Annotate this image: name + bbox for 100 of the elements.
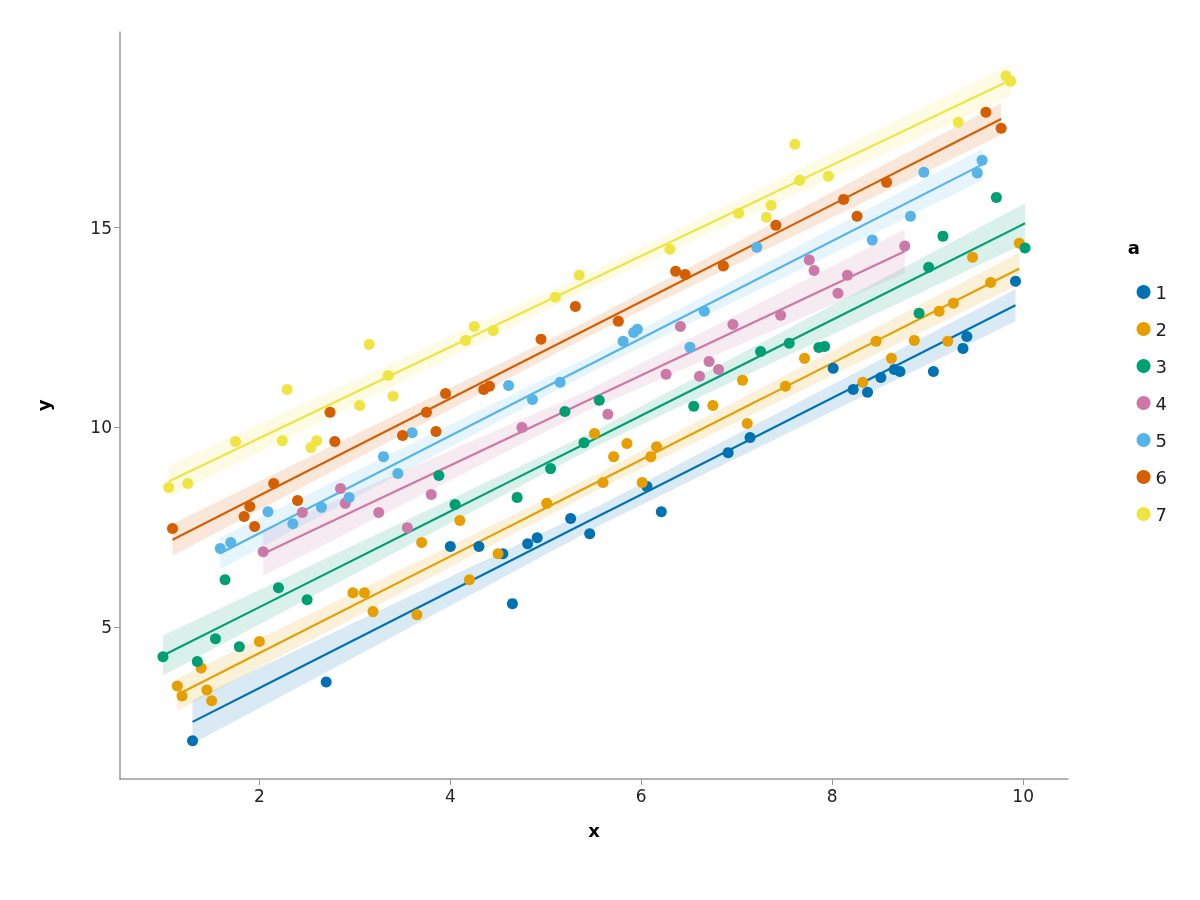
point bbox=[554, 376, 566, 388]
point bbox=[838, 193, 850, 205]
point bbox=[449, 499, 461, 511]
point bbox=[990, 191, 1002, 203]
point bbox=[923, 261, 935, 273]
point bbox=[904, 210, 916, 222]
point bbox=[387, 390, 399, 402]
point bbox=[526, 394, 538, 405]
point bbox=[688, 400, 700, 412]
point bbox=[593, 394, 605, 406]
y-tick-label: 15 bbox=[90, 217, 112, 238]
point bbox=[698, 305, 710, 317]
legend-label: 7 bbox=[1155, 503, 1167, 525]
point bbox=[249, 521, 261, 533]
point bbox=[957, 342, 969, 354]
point bbox=[584, 528, 596, 540]
point bbox=[244, 501, 256, 513]
point bbox=[182, 477, 194, 489]
point bbox=[908, 334, 920, 346]
point bbox=[779, 380, 791, 392]
y-tick-label: 5 bbox=[101, 617, 112, 638]
point bbox=[238, 511, 250, 523]
point bbox=[163, 481, 175, 493]
point bbox=[401, 522, 413, 534]
point bbox=[952, 116, 964, 128]
point bbox=[827, 362, 839, 374]
point bbox=[980, 106, 992, 118]
point bbox=[420, 406, 432, 418]
point bbox=[292, 495, 304, 507]
point bbox=[209, 633, 221, 645]
point bbox=[411, 609, 423, 621]
point bbox=[819, 340, 831, 352]
point bbox=[870, 335, 882, 347]
point bbox=[722, 447, 734, 459]
point bbox=[425, 489, 437, 501]
point bbox=[214, 543, 226, 555]
point bbox=[760, 211, 772, 223]
point bbox=[1019, 242, 1031, 254]
point bbox=[918, 166, 930, 178]
point bbox=[841, 269, 853, 281]
point bbox=[506, 598, 518, 610]
y-axis-title: y bbox=[32, 399, 54, 412]
point bbox=[191, 656, 203, 668]
point bbox=[343, 491, 355, 503]
point bbox=[588, 427, 600, 439]
point bbox=[717, 260, 729, 272]
point bbox=[1005, 75, 1017, 87]
point bbox=[392, 467, 404, 479]
point bbox=[851, 210, 863, 222]
legend-label: 3 bbox=[1155, 355, 1167, 377]
point bbox=[608, 451, 620, 463]
point bbox=[736, 374, 748, 386]
point bbox=[694, 370, 705, 382]
point bbox=[473, 541, 485, 553]
point bbox=[516, 421, 528, 433]
point bbox=[549, 291, 561, 303]
point bbox=[430, 425, 442, 437]
point bbox=[967, 251, 979, 263]
point bbox=[535, 333, 547, 345]
x-tick-label: 10 bbox=[1012, 785, 1034, 806]
point bbox=[770, 219, 782, 231]
point bbox=[961, 330, 973, 342]
point bbox=[866, 234, 878, 246]
point bbox=[995, 122, 1007, 134]
point bbox=[674, 320, 686, 332]
point bbox=[679, 268, 691, 280]
point bbox=[287, 518, 299, 530]
point bbox=[602, 408, 614, 420]
point bbox=[847, 384, 859, 396]
point bbox=[1010, 275, 1021, 287]
point bbox=[733, 207, 745, 219]
point bbox=[670, 265, 682, 277]
point bbox=[799, 352, 811, 364]
point bbox=[406, 427, 418, 439]
point bbox=[440, 388, 452, 400]
point bbox=[664, 243, 676, 255]
point bbox=[367, 606, 379, 618]
point bbox=[503, 380, 515, 392]
point bbox=[655, 506, 667, 518]
point bbox=[454, 515, 466, 527]
point bbox=[320, 676, 332, 688]
point bbox=[862, 386, 874, 398]
point bbox=[899, 240, 911, 252]
point bbox=[378, 451, 389, 463]
point bbox=[803, 254, 815, 266]
point bbox=[875, 372, 887, 384]
point bbox=[857, 376, 869, 388]
point bbox=[301, 594, 313, 606]
point bbox=[617, 335, 629, 347]
point bbox=[894, 366, 906, 378]
point bbox=[276, 435, 288, 447]
point bbox=[645, 451, 657, 463]
legend-title: a bbox=[1127, 236, 1141, 258]
point bbox=[487, 324, 499, 336]
point bbox=[942, 335, 954, 347]
point bbox=[354, 400, 366, 411]
legend-label: 5 bbox=[1155, 429, 1167, 451]
point bbox=[219, 574, 231, 586]
point bbox=[433, 469, 445, 481]
point bbox=[573, 269, 585, 281]
